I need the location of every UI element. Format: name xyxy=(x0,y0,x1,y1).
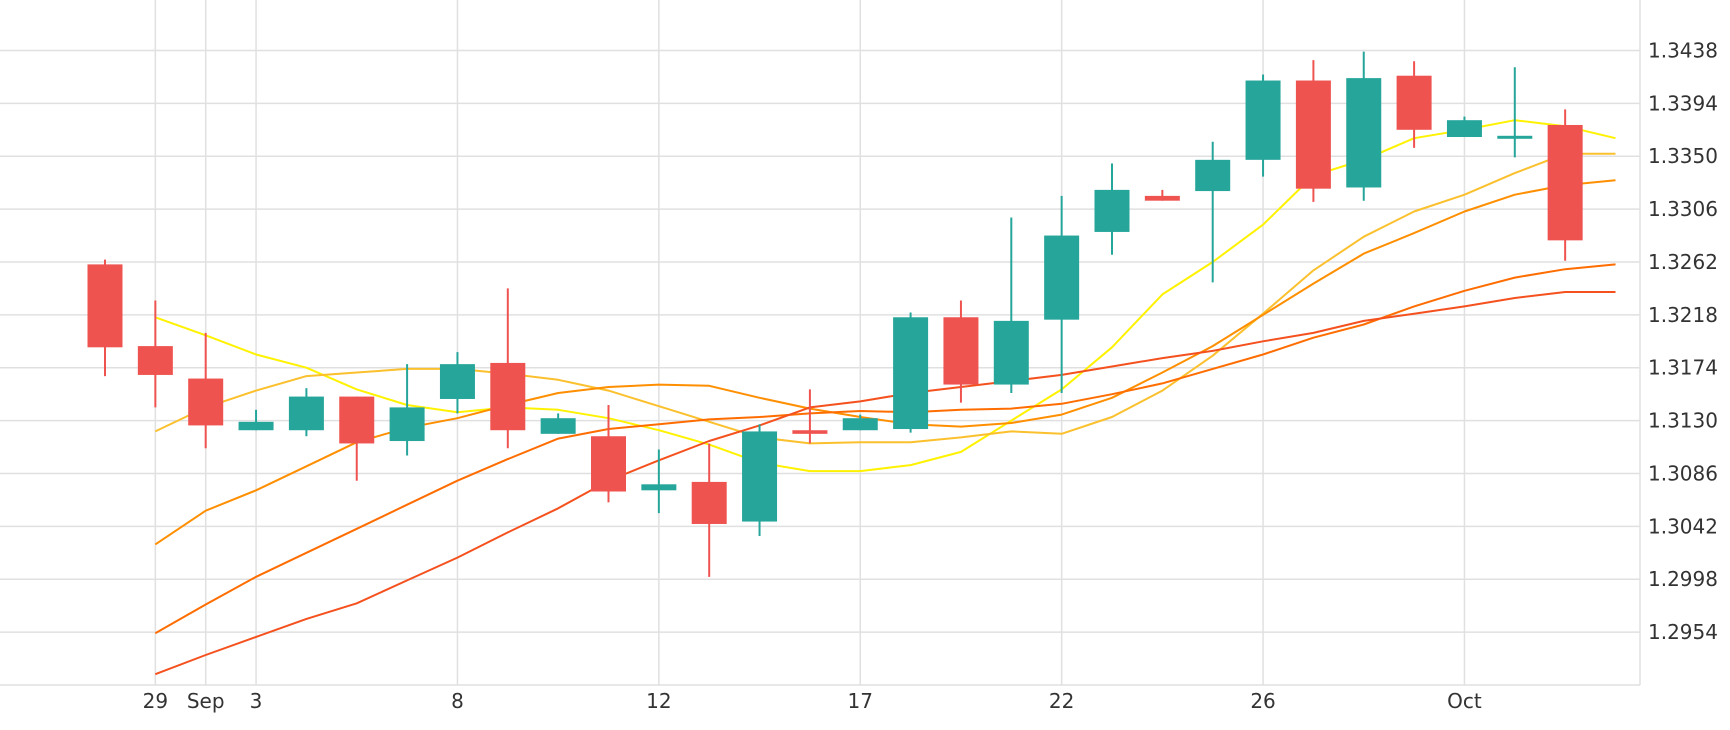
candle xyxy=(1346,51,1382,201)
candle-body-up xyxy=(238,421,274,431)
x-axis-time-scale: 29 Sep 3 8 12 17 22 26 Oct xyxy=(143,689,1482,713)
candle xyxy=(1144,189,1180,201)
candle xyxy=(1497,67,1533,158)
candle-body-up xyxy=(842,418,878,431)
x-tick-label: 3 xyxy=(250,689,263,713)
moving-average-line xyxy=(154,291,1616,676)
candle xyxy=(439,352,475,414)
moving-average-line xyxy=(154,152,1616,445)
candle-body-up xyxy=(1497,135,1533,139)
candle-body-down xyxy=(1396,75,1432,130)
candle xyxy=(389,364,425,456)
candle-body-down xyxy=(943,317,979,385)
x-tick-label: 29 xyxy=(143,689,168,713)
y-tick-label: 1.3306 xyxy=(1648,197,1718,221)
candle-body-up xyxy=(1446,120,1482,137)
candle xyxy=(238,409,274,431)
candle xyxy=(339,396,375,481)
candle xyxy=(842,414,878,431)
candle xyxy=(1245,74,1281,177)
candle xyxy=(490,288,526,449)
y-tick-label: 1.3438 xyxy=(1648,38,1718,62)
candle-body-up xyxy=(1245,80,1281,160)
y-tick-label: 1.3350 xyxy=(1648,144,1718,168)
candle xyxy=(1044,195,1080,393)
candle-body-down xyxy=(490,362,526,431)
y-axis-price-scale: 1.3438 1.3394 1.3350 1.3306 1.3262 1.3218 1.31… xyxy=(1648,38,1718,644)
x-tick-label: 12 xyxy=(646,689,671,713)
candle-body-up xyxy=(1094,189,1130,232)
y-tick-label: 1.2954 xyxy=(1648,620,1718,644)
candle-body-down xyxy=(188,378,224,426)
candle-body-up xyxy=(288,396,324,431)
candle-body-up xyxy=(893,317,929,430)
moving-average-line xyxy=(154,263,1616,635)
y-tick-label: 1.3218 xyxy=(1648,303,1718,327)
candle xyxy=(993,217,1029,393)
candle xyxy=(1295,60,1331,202)
y-tick-label: 1.3042 xyxy=(1648,514,1718,538)
candle-body-up xyxy=(641,484,677,491)
candles xyxy=(87,51,1583,577)
candle-body-down xyxy=(591,436,626,492)
y-tick-label: 1.3130 xyxy=(1648,409,1718,433)
x-tick-label: Oct xyxy=(1447,689,1482,713)
candle-body-up xyxy=(742,431,778,522)
candle-body-down xyxy=(792,430,828,434)
x-tick-label: 8 xyxy=(451,689,464,713)
x-tick-label: Sep xyxy=(187,689,225,713)
candle-body-down xyxy=(87,264,123,348)
candle-body-down xyxy=(691,481,727,524)
x-tick-label: 26 xyxy=(1250,689,1275,713)
candle xyxy=(792,389,828,444)
candle-body-down xyxy=(1547,124,1583,241)
candle-body-down xyxy=(1295,80,1331,189)
candle xyxy=(1446,116,1482,137)
y-tick-label: 1.3174 xyxy=(1648,356,1718,380)
candle xyxy=(943,300,979,403)
candle-body-up xyxy=(439,364,475,399)
candle xyxy=(1195,141,1231,283)
candle xyxy=(691,443,727,577)
moving-average-lines xyxy=(154,119,1616,676)
candle-body-down xyxy=(339,396,375,444)
y-tick-label: 1.2998 xyxy=(1648,567,1718,591)
x-tick-label: 22 xyxy=(1049,689,1074,713)
candle xyxy=(591,404,626,503)
candle-body-up xyxy=(389,407,425,442)
y-tick-label: 1.3086 xyxy=(1648,461,1718,485)
candle xyxy=(1396,61,1432,148)
candle-body-up xyxy=(1195,159,1231,192)
candle-body-up xyxy=(1044,235,1080,320)
x-tick-label: 17 xyxy=(848,689,873,713)
candle-body-down xyxy=(137,346,173,375)
candle xyxy=(1094,163,1130,255)
candle-body-down xyxy=(1144,195,1180,201)
candle xyxy=(893,312,929,433)
candle xyxy=(1547,109,1583,261)
candle xyxy=(137,300,173,408)
candle-body-up xyxy=(993,320,1029,385)
candle xyxy=(188,332,224,449)
candle xyxy=(87,259,123,377)
candle-body-up xyxy=(1346,78,1382,188)
candle xyxy=(641,449,677,514)
candle xyxy=(288,388,324,437)
candle-body-up xyxy=(540,418,576,434)
y-tick-label: 1.3262 xyxy=(1648,250,1718,274)
candle xyxy=(742,424,778,536)
candle xyxy=(540,413,576,434)
y-tick-label: 1.3394 xyxy=(1648,91,1718,115)
